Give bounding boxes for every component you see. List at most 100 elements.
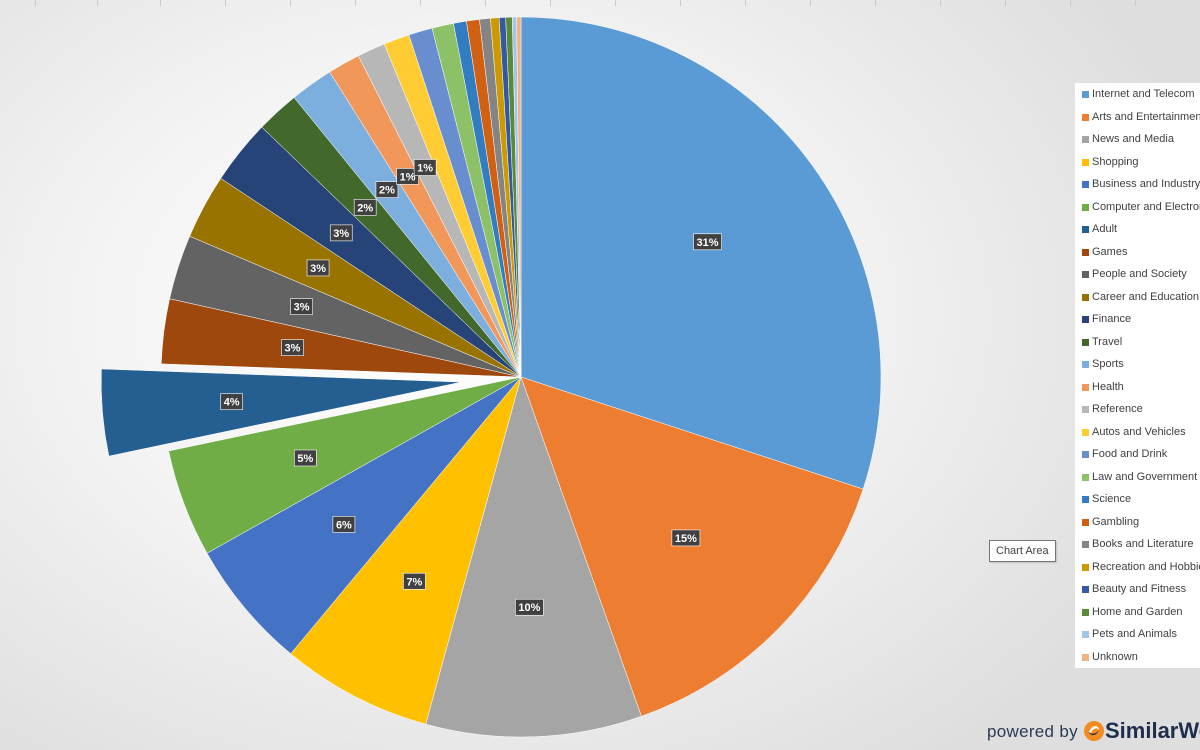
legend-label: Unknown — [1092, 650, 1138, 663]
legend-swatch — [1082, 136, 1089, 143]
pie-slice-adult[interactable] — [100, 368, 462, 457]
legend-swatch — [1082, 608, 1089, 616]
legend-swatch — [1082, 113, 1089, 121]
legend-swatch — [1082, 91, 1089, 98]
legend-label: Pets and Animals — [1092, 628, 1177, 640]
legend-swatch — [1082, 203, 1089, 211]
legend-swatch — [1082, 158, 1089, 166]
legend-swatch — [1082, 496, 1089, 503]
legend-label: Career and Education — [1092, 290, 1200, 303]
legend-label: Beauty and Fitness — [1092, 583, 1187, 595]
svg-text:3%: 3% — [333, 228, 349, 240]
legend-label: Science — [1092, 493, 1132, 505]
legend-label: Sports — [1092, 358, 1124, 370]
pie-slice-news-and-media[interactable] — [425, 376, 642, 738]
legend-swatch — [1082, 248, 1089, 256]
svg-text:7%: 7% — [406, 576, 422, 588]
legend-swatch — [1082, 631, 1089, 638]
data-label: 7% — [403, 572, 426, 590]
pie-slice-arts-and-entertainment[interactable] — [520, 376, 864, 717]
data-label: 3% — [281, 339, 304, 356]
pie-slice-unknown[interactable] — [516, 16, 522, 378]
data-label: 1% — [413, 159, 437, 176]
pie-slice-shopping[interactable] — [290, 376, 522, 725]
worksheet-gridlines — [0, 0, 1200, 6]
legend-swatch — [1082, 563, 1089, 571]
legend-label: Travel — [1092, 335, 1123, 348]
svg-text:4%: 4% — [224, 397, 240, 409]
legend-label: Health — [1092, 380, 1124, 393]
svg-text:5%: 5% — [297, 453, 313, 465]
svg-text:3%: 3% — [294, 302, 310, 314]
data-label: 15% — [671, 529, 701, 547]
svg-text:31%: 31% — [697, 237, 719, 249]
legend-label: News and Media — [1092, 133, 1174, 145]
legend-label: Arts and Entertainment — [1092, 110, 1200, 123]
legend-label: Computer and Electronics — [1092, 200, 1200, 213]
legend-label: Games — [1092, 245, 1128, 258]
data-label: 2% — [375, 181, 399, 198]
svg-text:6%: 6% — [336, 519, 352, 531]
legend-swatch — [1082, 541, 1089, 548]
data-label: 4% — [220, 393, 243, 411]
data-label: 2% — [353, 198, 377, 216]
svg-text:15%: 15% — [675, 533, 697, 545]
legend-swatch — [1082, 518, 1089, 526]
data-label: 3% — [290, 298, 313, 315]
legend-label: Business and Industry — [1092, 178, 1200, 190]
legend-swatch — [1082, 271, 1089, 278]
svg-text:3%: 3% — [285, 343, 301, 355]
powered-by-text: powered by — [987, 722, 1078, 741]
legend-swatch — [1082, 473, 1089, 481]
svg-text:2%: 2% — [379, 185, 395, 197]
data-label: 31% — [693, 233, 722, 251]
data-labels: 31% 15% 10% 7% 6% 5% 4% 3% 3% 3% 3% 2% 2% 1%1% — [220, 159, 722, 616]
legend-label: Law and Government — [1092, 470, 1198, 483]
legend-swatch — [1082, 226, 1089, 233]
legend-label: Reference — [1092, 403, 1143, 415]
svg-text:1%: 1% — [417, 163, 433, 175]
data-label: 3% — [306, 259, 330, 277]
data-label: 1% — [396, 168, 419, 185]
similarweb-logo-icon — [1084, 721, 1104, 741]
legend-label: Shopping — [1092, 155, 1139, 168]
legend-swatch — [1082, 428, 1089, 436]
svg-text:10%: 10% — [518, 602, 540, 614]
legend-swatch — [1082, 181, 1089, 188]
pie-slice-business-and-industry[interactable] — [206, 376, 522, 655]
legend-label: People and Society — [1092, 268, 1187, 280]
brand-name: SimilarWeb — [1105, 718, 1200, 743]
data-label: 10% — [515, 598, 544, 616]
legend-swatch — [1082, 653, 1089, 661]
svg-text:3%: 3% — [310, 263, 326, 275]
chart-legend[interactable]: Internet and Telecom Arts and Entertainme… — [1075, 83, 1200, 668]
legend-label: Recreation and Hobbies — [1092, 560, 1200, 573]
data-label: 3% — [329, 224, 353, 242]
legend-label: Food and Drink — [1092, 448, 1168, 460]
legend-label: Home and Garden — [1092, 605, 1183, 618]
legend-label: Finance — [1092, 313, 1132, 325]
chart-area-tooltip: Chart Area — [989, 540, 1056, 562]
data-label: 6% — [332, 516, 356, 533]
pie-slice-computer-and-electronics[interactable] — [168, 376, 522, 554]
svg-text:2%: 2% — [357, 202, 373, 214]
legend-label: Adult — [1092, 223, 1118, 235]
pie-slice-internet-and-telecom[interactable] — [520, 16, 882, 490]
legend-swatch — [1082, 451, 1089, 458]
legend-swatch — [1082, 338, 1089, 346]
legend-label: Internet and Telecom — [1092, 88, 1195, 100]
legend-label: Gambling — [1092, 515, 1140, 528]
legend-swatch — [1082, 406, 1089, 413]
legend-swatch — [1082, 383, 1089, 391]
legend-swatch — [1082, 293, 1089, 301]
pie-slices — [100, 16, 882, 738]
legend-swatch — [1082, 361, 1089, 368]
legend-swatch — [1082, 586, 1089, 593]
svg-text:1%: 1% — [400, 171, 416, 183]
legend-label: Autos and Vehicles — [1092, 425, 1186, 438]
legend-swatch — [1082, 316, 1089, 323]
data-label: 5% — [294, 449, 317, 467]
legend-label: Books and Literature — [1092, 538, 1194, 550]
